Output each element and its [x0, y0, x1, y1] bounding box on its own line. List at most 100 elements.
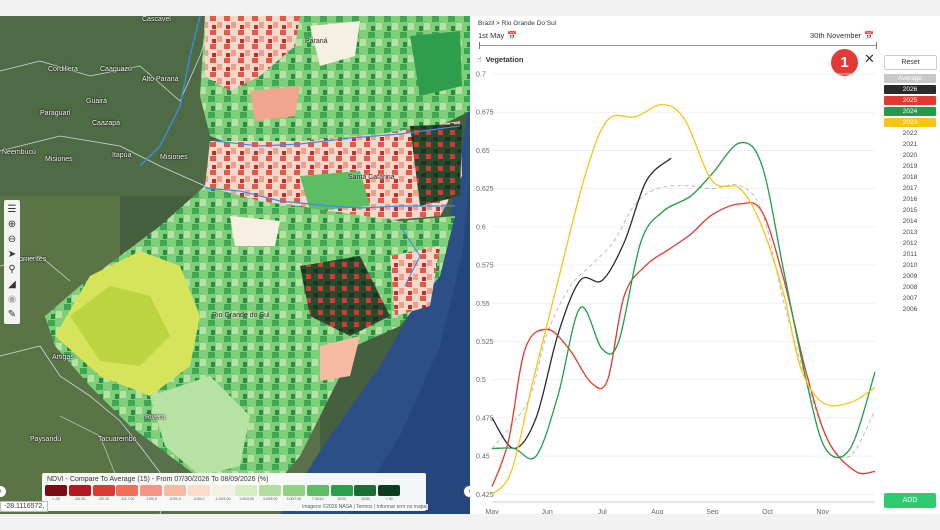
legend-swatch-color: [235, 485, 258, 496]
start-date-label: 1st May: [478, 31, 505, 40]
map-label-cascavel: Cascavel: [142, 16, 171, 23]
year-item-2018[interactable]: 2018: [902, 174, 918, 181]
y-tick-label: 0.675: [476, 110, 494, 117]
year-item-2020[interactable]: 2020: [902, 152, 918, 159]
range-start-handle[interactable]: [479, 42, 480, 49]
vegetation-chart[interactable]: 0.425 0.45 0.475 0.5 0.525 0.55 0.575 0.6 0.625 0…: [470, 66, 880, 514]
reset-button[interactable]: Reset: [884, 55, 937, 70]
x-axis: May Jun Jul Aug Sep Oct Nov: [485, 501, 875, 514]
legend-swatch: -3.00/-1: [187, 485, 210, 501]
y-axis: 0.425 0.45 0.475 0.5 0.525 0.55 0.575 0.6 0.625 0…: [476, 72, 494, 499]
y-tick-label: 0.65: [476, 148, 490, 155]
year-item-2014[interactable]: 2014: [902, 218, 918, 225]
series-line-2025: [491, 202, 876, 487]
app-frame: Cascavel Paraná Cordillera Caaguazú Alto…: [0, 16, 940, 514]
calendar-icon[interactable]: 📅: [864, 31, 875, 40]
hand-pointer-icon[interactable]: ☝: [477, 55, 482, 64]
coordinates-readout: -28.1116572,: [0, 501, 49, 512]
map-label-tacuarembo: Tacuarembó: [98, 436, 137, 443]
year-item-2009[interactable]: 2009: [902, 273, 918, 280]
y-tick-label: 0.45: [476, 454, 490, 461]
map-label-caazapa: Caazapá: [92, 120, 121, 127]
panel-divider-handle[interactable]: ›: [464, 486, 470, 497]
chart-series: [491, 103, 876, 495]
year-item-2024[interactable]: 2024: [884, 107, 936, 116]
x-tick-label: Aug: [651, 509, 664, 514]
year-item-2017[interactable]: 2017: [902, 185, 918, 192]
year-item-2025[interactable]: 2025: [884, 96, 936, 105]
search-icon[interactable]: ⚲: [8, 264, 16, 275]
y-tick-label: 0.5: [476, 377, 486, 384]
map-label-rivera: Rivera: [145, 414, 166, 421]
date-range-slider[interactable]: [479, 45, 877, 46]
legend-swatch: 7.00/10: [306, 485, 329, 501]
map-canvas[interactable]: [0, 16, 470, 514]
year-item-2013[interactable]: 2013: [902, 229, 918, 236]
year-item-2007[interactable]: 2007: [902, 295, 918, 302]
end-date-picker[interactable]: 30th November 📅: [810, 31, 874, 40]
legend-swatch: -7.00/-5: [140, 485, 163, 501]
legend-swatch-color: [45, 485, 67, 496]
y-tick-label: 0.7: [476, 72, 486, 79]
legend-swatch-label: -20/-10: [98, 497, 110, 501]
layers-icon[interactable]: ☰: [7, 204, 17, 215]
legend-swatch: 3.00/5.00: [259, 485, 282, 501]
year-item-2019[interactable]: 2019: [902, 163, 918, 170]
legend-swatch: 20/30: [354, 485, 377, 501]
legend-swatch-label: -7.00/-5: [145, 497, 158, 501]
legend-swatch: -30/-20: [68, 485, 91, 501]
range-end-handle[interactable]: [876, 42, 877, 49]
map-label-paraguari: Paraguarí: [40, 110, 71, 117]
legend-swatch-color: [259, 485, 282, 496]
locate-icon[interactable]: ◉: [7, 294, 17, 305]
legend-swatch-color: [306, 485, 329, 496]
legend-swatch-color: [330, 485, 353, 496]
map-attribution[interactable]: Imagens ©2026 NASA | Termos | Informar e…: [300, 504, 429, 510]
series-line-2026: [491, 157, 672, 450]
year-item-2012[interactable]: 2012: [902, 240, 918, 247]
collapse-left-handle[interactable]: ‹: [0, 486, 6, 497]
legend-swatch-label: -5.00/-3: [168, 497, 182, 501]
year-item-2015[interactable]: 2015: [902, 207, 918, 214]
legend-swatch-color: [187, 485, 210, 496]
year-item-2026[interactable]: 2026: [884, 85, 936, 94]
breadcrumb[interactable]: Brazil > Rio Grande Do Sul: [478, 20, 557, 27]
series-line-average: [491, 183, 876, 459]
legend-swatch-label: -3.00/-1: [192, 497, 205, 501]
year-item-2010[interactable]: 2010: [902, 262, 918, 269]
y-tick-label: 0.6: [476, 224, 486, 231]
navigate-icon[interactable]: ➤: [7, 249, 17, 260]
add-button[interactable]: ADD: [884, 493, 936, 508]
y-tick-label: 0.525: [476, 339, 494, 346]
legend-swatch: 1.00/3.00: [235, 485, 258, 501]
start-date-picker[interactable]: 1st May 📅: [478, 31, 517, 40]
year-item-2016[interactable]: 2016: [902, 196, 918, 203]
year-item-2006[interactable]: 2006: [902, 306, 918, 313]
series-line-2024: [491, 141, 876, 460]
legend-swatch-label: 20/30: [360, 497, 370, 501]
year-item-2022[interactable]: 2022: [902, 130, 918, 137]
year-item-average[interactable]: Average: [884, 74, 936, 83]
zoom-out-icon[interactable]: ⊖: [7, 234, 17, 245]
legend-swatch-label: 1.00/3.00: [239, 497, 254, 501]
legend-swatch-color: [116, 485, 139, 496]
year-item-2011[interactable]: 2011: [903, 251, 917, 258]
map-label-neembucu: Ñeembucú: [2, 149, 36, 156]
year-item-2008[interactable]: 2008: [902, 284, 918, 291]
calendar-icon[interactable]: 📅: [507, 31, 518, 40]
y-tick-label: 0.575: [476, 263, 494, 270]
measure-icon[interactable]: ◢: [8, 279, 16, 290]
map-view[interactable]: Cascavel Paraná Cordillera Caaguazú Alto…: [0, 16, 470, 514]
step-badge: 1: [831, 49, 858, 76]
close-icon[interactable]: ✕: [864, 52, 875, 67]
y-tick-label: 0.475: [476, 415, 494, 422]
year-item-2023[interactable]: 2023: [884, 118, 936, 127]
legend-swatch: -1.00/1.00: [211, 485, 234, 501]
zoom-in-icon[interactable]: ⊕: [7, 219, 17, 230]
legend-swatch-label: -10/-7.00: [120, 497, 135, 501]
draw-icon[interactable]: ✎: [7, 309, 17, 320]
map-label-misiones-2: Misiones: [160, 154, 188, 161]
year-item-2021[interactable]: 2021: [902, 141, 918, 148]
series-line-2023: [491, 103, 876, 495]
map-label-paysandu: Paysandú: [30, 436, 62, 443]
